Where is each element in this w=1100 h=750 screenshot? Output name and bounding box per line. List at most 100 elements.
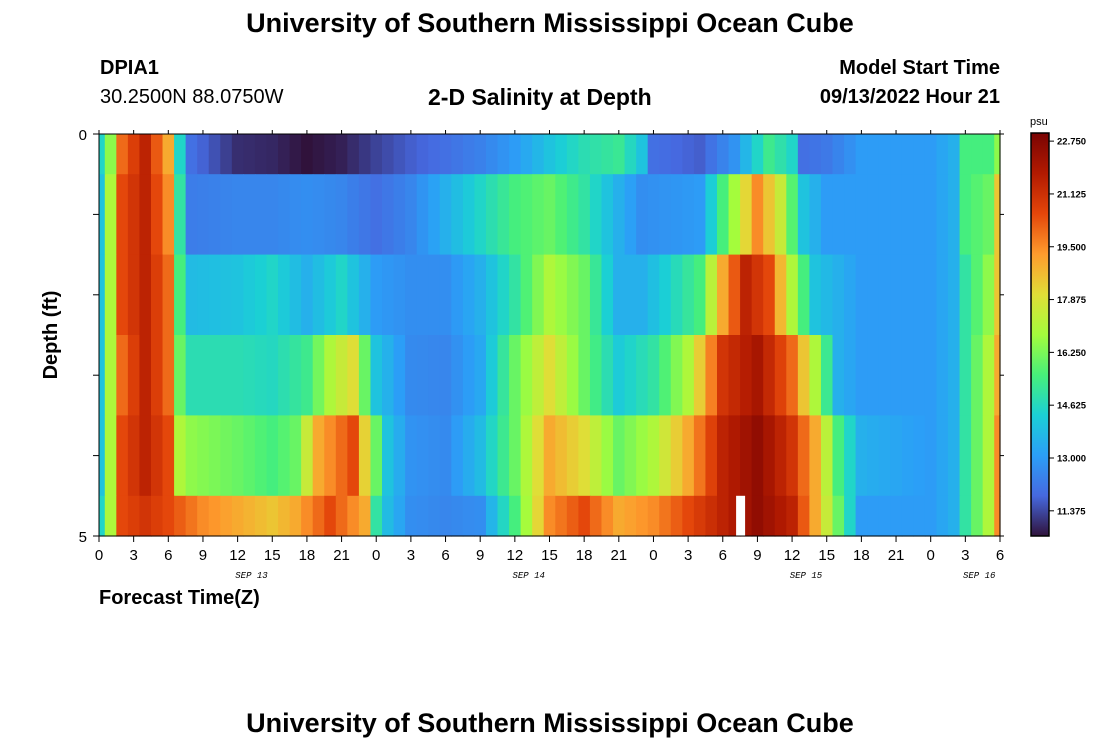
heatmap-cell [578,415,591,497]
heatmap-cell [751,335,764,416]
heatmap-cell [231,254,244,336]
heatmap-cell [451,174,464,256]
heatmap-cell [774,174,787,256]
heatmap-cell [924,174,938,256]
heatmap-cell [647,415,660,497]
heatmap-cell [231,134,244,175]
heatmap-cell [589,254,603,336]
heatmap-cell [855,254,868,336]
heatmap-cell [243,254,256,336]
heatmap-cell [763,495,776,537]
heatmap-cell [820,134,834,175]
heatmap-cell [728,134,741,175]
heatmap-cell [497,174,510,256]
heatmap-cell [809,415,822,497]
heatmap-cell [509,335,522,416]
heatmap-cell [844,174,857,256]
heatmap-cell [543,134,556,175]
heatmap-cell [820,335,834,416]
heatmap-cell [693,174,707,256]
heatmap-cell [809,495,822,537]
x-tick-label: 6 [164,547,172,564]
heatmap-cell [913,134,926,175]
colorbar-unit: psu [1030,116,1048,128]
heatmap-cell [982,174,995,256]
heatmap-cell [301,495,314,537]
heatmap-cell [243,495,256,537]
heatmap-cell [982,134,995,175]
heatmap-cell [578,174,591,256]
heatmap-cell [751,415,764,497]
heatmap-cell [289,335,302,416]
heatmap-cell [589,134,603,175]
heatmap-cell [197,415,210,497]
colorbar: psu 22.750 21.125 19.500 17.875 16.250 14.625… [1030,116,1087,537]
heatmap-cell [150,335,164,416]
colorbar-tick-label: 21.125 [1057,189,1087,200]
heatmap-cell [624,174,637,256]
heatmap-cell [220,335,233,416]
heatmap-cell [959,134,972,175]
heatmap-cell [844,335,857,416]
heatmap-cell [901,415,914,497]
heatmap-cell [335,415,348,497]
heatmap-cell [162,335,175,416]
heatmap-cell [693,335,707,416]
heatmap-cell [370,134,383,175]
heatmap-cell [601,174,614,256]
heatmap-cell [231,174,244,256]
y-axis-title: Depth (ft) [40,291,62,380]
heatmap-cell [693,415,707,497]
heatmap-cell [809,134,822,175]
heatmap-cell [278,134,291,175]
heatmap-cell [832,415,845,497]
heatmap-cell [162,415,175,497]
heatmap-cell [659,254,672,336]
heatmap-cell [844,254,857,336]
heatmap-cell [439,134,452,175]
heatmap-cell [324,254,337,336]
heatmap-cell [289,495,302,537]
heatmap-cell [428,335,441,416]
heatmap-cell [393,415,406,497]
heatmap-cell [405,174,418,256]
heatmap-cell [728,254,741,336]
x-axis-title: Forecast Time(Z) [99,587,260,609]
heatmap-cell [347,174,360,256]
heatmap-cell [994,174,1001,256]
heatmap-cell [763,174,776,256]
heatmap-cell [243,415,256,497]
heatmap-cell [104,495,117,537]
heatmap-cell [347,335,360,416]
heatmap-cell [104,415,117,497]
heatmap-cell [636,174,649,256]
heatmap-cell [682,495,695,537]
heatmap-cell [659,174,672,256]
heatmap-cell [936,174,949,256]
heatmap-cell [509,254,522,336]
heatmap-cell [740,134,753,175]
x-tick-label: 18 [299,547,316,564]
heatmap-cell [509,134,522,175]
heatmap-cell [578,495,591,537]
heatmap-cell [393,174,406,256]
heatmap-cell [116,335,129,416]
heatmap-cell [797,174,810,256]
heatmap-cell [913,495,926,537]
heatmap-cell [197,254,210,336]
heatmap-cell [820,254,834,336]
heatmap-cell [659,495,672,537]
heatmap-cell [901,174,914,256]
model-start-label: Model Start Time [839,57,1000,79]
heatmap-cell [197,174,210,256]
x-tick-label: 6 [996,547,1004,564]
heatmap-cell [716,134,730,175]
heatmap-cell [278,174,291,256]
x-tick-label: 12 [507,547,524,564]
heatmap-cell [474,415,487,497]
x-tick-label: 21 [610,547,627,564]
heatmap-cell [959,174,972,256]
heatmap-cell [312,134,325,175]
heatmap-cell [763,415,776,497]
heatmap-cell [254,495,268,537]
